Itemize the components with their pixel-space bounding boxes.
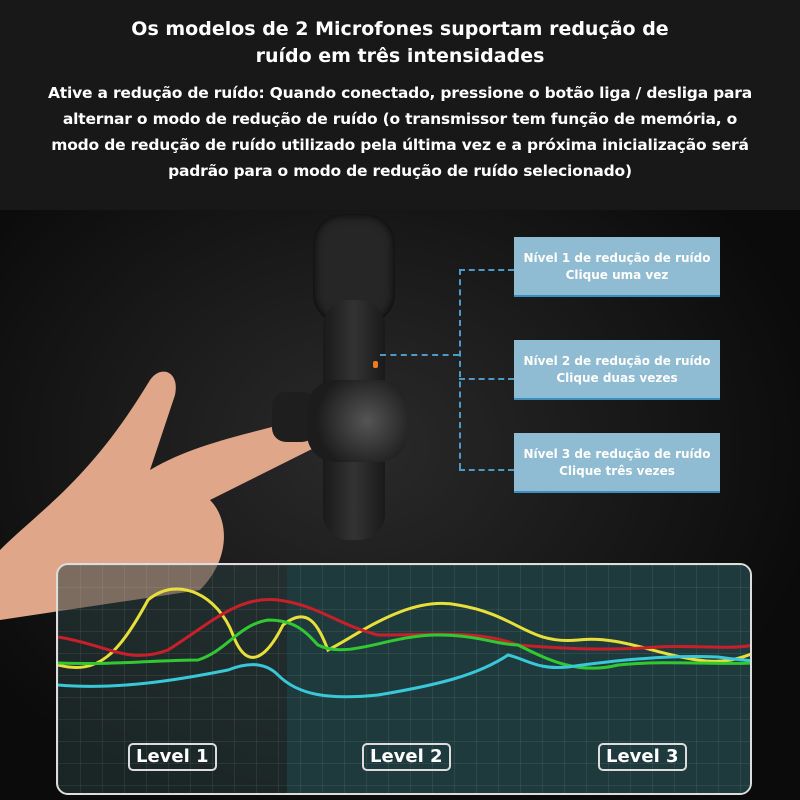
- level-1-info-box: Nível 1 de redução de ruído Clique uma ve…: [514, 237, 720, 297]
- level-2-info-box: Nível 2 de redução de ruído Clique duas v…: [514, 340, 720, 400]
- hand-image: [0, 371, 330, 620]
- level-3-label: Level 3: [598, 743, 687, 771]
- connector-line: [459, 269, 461, 469]
- description: Ative a redução de ruído: Quando conecta…: [47, 84, 753, 180]
- connector-line: [459, 469, 514, 471]
- waveform-section-highlight: [287, 565, 750, 793]
- connector-line: [459, 269, 514, 271]
- waveform-lines: [58, 587, 750, 699]
- yellow-wave: [58, 587, 750, 669]
- red-wave: [58, 597, 750, 657]
- power-button: [307, 380, 407, 462]
- connector-line: [459, 378, 514, 380]
- waveform-panel: Level 1 Level 2 Level 3: [56, 563, 752, 795]
- level-1-label: Level 1: [128, 743, 217, 771]
- level-3-info-box: Nível 3 de redução de ruído Clique três v…: [514, 433, 720, 493]
- connector-line: [380, 354, 459, 356]
- cyan-wave: [58, 653, 750, 699]
- title: Os modelos de 2 Microfones suportam redu…: [131, 18, 669, 67]
- header: Os modelos de 2 Microfones suportam redu…: [0, 0, 800, 210]
- green-wave: [58, 618, 750, 670]
- led-indicator: [373, 361, 378, 368]
- level-2-label: Level 2: [362, 743, 451, 771]
